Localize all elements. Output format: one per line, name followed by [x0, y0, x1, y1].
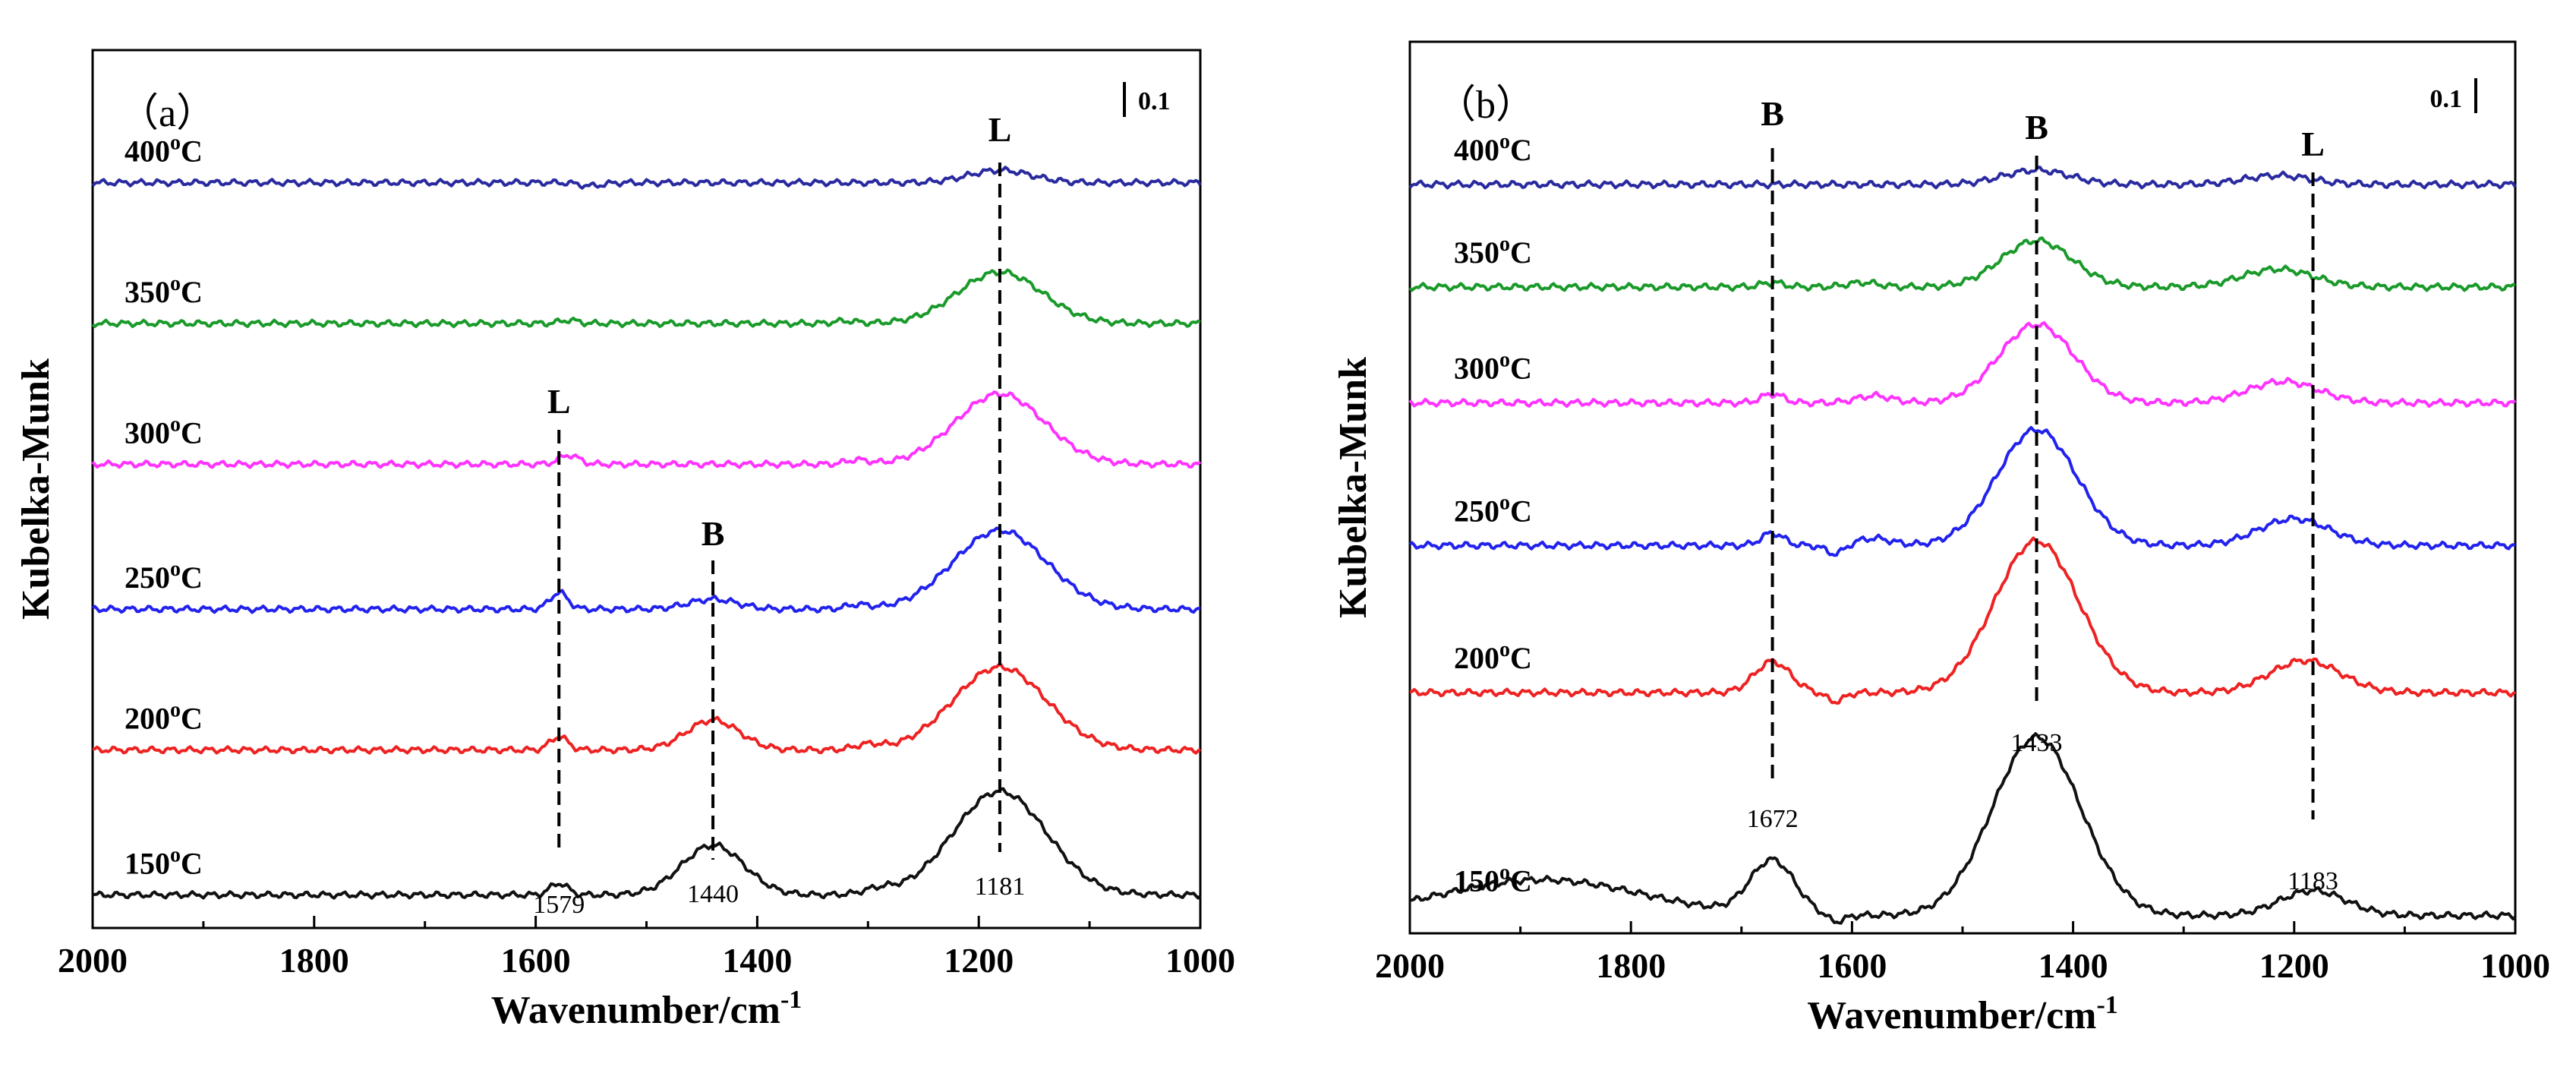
x-tick-label: 1200: [2259, 946, 2329, 985]
panel-a: 2000 1800 1600 1400 1200 1000 Wavenumber/cm-1 K…: [14, 49, 1235, 1032]
x-tick-label: 1600: [501, 941, 571, 980]
spectrum-400C: [1408, 166, 2517, 190]
peak-value: 1579: [533, 891, 585, 919]
peak-letter: B: [1761, 94, 1784, 133]
spectrum-150C: [93, 787, 1202, 900]
peak-value: 1672: [1747, 805, 1799, 833]
temperature-label: 350oC: [1454, 232, 1532, 270]
temperature-label: 200oC: [1454, 638, 1532, 675]
x-tick-label: 1800: [1596, 946, 1666, 985]
x-tick-label: 1600: [1817, 946, 1887, 985]
panel-label: （a）: [119, 92, 216, 135]
spectrum-400C: [91, 166, 1202, 190]
scale-bar-label: 0.1: [2430, 85, 2463, 113]
y-axis-title: Kubelka-Munk: [14, 358, 58, 620]
x-tick-label: 1400: [722, 941, 792, 980]
spectrum-250C: [1408, 426, 2516, 557]
x-tick-label: 2000: [1375, 946, 1445, 985]
spectrum-250C: [91, 526, 1201, 614]
peak-value: 1433: [2011, 729, 2063, 757]
peak-letter: L: [2301, 125, 2325, 163]
x-tick-label: 1000: [1165, 941, 1235, 980]
y-axis-title: Kubelka-Munk: [1332, 357, 1375, 618]
plot-frame: [1408, 40, 2517, 935]
spectrum-350C: [1408, 236, 2516, 292]
spectrum-200C: [1409, 536, 2517, 705]
spectrum-300C: [91, 390, 1202, 469]
temperature-label: 300oC: [125, 412, 203, 450]
peak-letter: L: [988, 110, 1012, 149]
temperature-label: 400oC: [125, 131, 203, 168]
temperature-label: 200oC: [125, 699, 203, 736]
spectrum-350C: [91, 268, 1201, 329]
peak-letter: B: [2025, 108, 2048, 147]
peak-value: 1183: [2288, 867, 2338, 895]
peak-value: 1440: [687, 880, 739, 908]
temperature-label: 250oC: [125, 557, 203, 595]
x-axis-title: Wavenumber/cm-1: [1807, 991, 2118, 1037]
spectrum-150C: [1409, 732, 2517, 925]
x-tick-label: 1400: [2038, 946, 2108, 985]
temperature-label: 400oC: [1454, 130, 1532, 167]
temperature-label: 350oC: [125, 272, 203, 309]
x-tick-label: 1200: [944, 941, 1014, 980]
spectrum-300C: [1408, 321, 2517, 409]
x-tick-label: 1000: [2480, 946, 2550, 985]
temperature-label: 300oC: [1454, 348, 1532, 385]
temperature-label: 150oC: [125, 843, 203, 880]
scale-bar-label: 0.1: [1138, 87, 1171, 115]
peak-letter: B: [702, 514, 725, 553]
peak-value: 1181: [975, 873, 1026, 901]
panel-b: 2000 1800 1600 1400 1200 1000 Wavenumber/cm-1 K…: [1332, 40, 2550, 1037]
x-tick-label: 1800: [279, 941, 349, 980]
panel-label: （b）: [1436, 84, 1535, 127]
temperature-label: 250oC: [1454, 491, 1532, 528]
x-axis-title: Wavenumber/cm-1: [491, 986, 802, 1032]
peak-letter: L: [547, 382, 571, 421]
temperature-label: 150oC: [1454, 861, 1532, 898]
x-tick-label: 2000: [58, 941, 128, 980]
spectrum-200C: [92, 663, 1202, 755]
